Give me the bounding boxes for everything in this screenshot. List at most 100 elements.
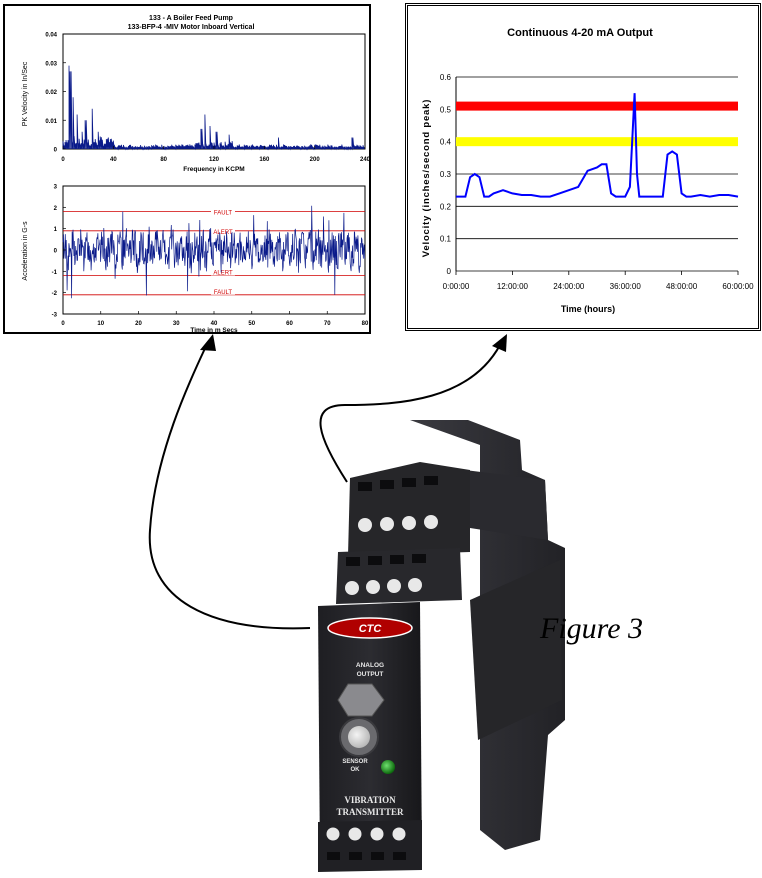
waveform-x-ticks: 0 10 20 30 40 50 60 70 80 <box>61 311 369 327</box>
output-x-tick-label: 0:00:00 <box>443 282 470 291</box>
spectrum-x-tick-label: 40 <box>110 157 117 163</box>
output-y-label: Velocity (inches/second peak) <box>421 99 432 257</box>
spectrum-x-tick-label: 200 <box>310 157 321 163</box>
spectrum-x-label: Frequency in KCPM <box>183 166 244 173</box>
output-y-tick-label: 0.3 <box>440 170 452 179</box>
output-y-tick-label: 0.6 <box>440 73 452 82</box>
left-arrowhead-icon <box>200 334 216 351</box>
waveform-trace <box>62 205 366 299</box>
output-chart-svg: Continuous 4-20 mA Output 00.10.20.30.40… <box>421 27 754 314</box>
waveform-threshold-label: FAULT <box>214 290 233 296</box>
output-y-tick-label: 0.4 <box>440 138 452 147</box>
waveform-x-tick-label: 20 <box>135 321 142 327</box>
spectrum-y-ticks: 0 0.01 0.02 0.03 0.04 <box>45 33 66 154</box>
output-x-label: Time (hours) <box>561 304 615 314</box>
brand-logo <box>327 617 413 639</box>
waveform-y-tick-label: 2 <box>54 206 58 212</box>
waveform-y-tick-label: 0 <box>54 249 58 255</box>
waveform-x-tick-label: 10 <box>97 321 104 327</box>
spectrum-title-line2: 133-BFP-4 -MIV Motor Inboard Vertical <box>128 24 255 31</box>
output-y-ticks: 0 0.1 0.2 0.3 0.4 0.5 0.6 <box>440 73 452 276</box>
output-chart-panel: Continuous 4-20 mA Output 0 0.1 0.2 0.3 0.4 0… <box>405 3 761 331</box>
arrow-to-right-chart <box>319 344 501 483</box>
right-arrowhead-icon <box>492 334 507 352</box>
waveform-y-tick-label: 1 <box>54 227 58 233</box>
sensor-label-1: SENSOR <box>342 759 368 765</box>
top-terminal-screws <box>358 515 438 532</box>
output-y-tick-label: 0 <box>447 267 452 276</box>
waveform-x-tick-label: 60 <box>286 321 293 327</box>
spectrum-title-line1: 133 - A Boiler Feed Pump <box>149 15 233 22</box>
spectrum-x-tick-label: 120 <box>209 157 220 163</box>
spectrum-y-tick-label: 0.03 <box>45 61 57 67</box>
output-x-tick-label: 24:00:00 <box>553 282 585 291</box>
waveform-threshold-label: ALERT <box>213 230 233 236</box>
figure-caption: Figure 3 <box>540 612 644 645</box>
device-side-panel <box>470 560 562 740</box>
top-terminal-block <box>348 462 470 556</box>
analog-output-connector-icon[interactable] <box>348 726 370 748</box>
output-y-tick-label: 0.1 <box>440 235 452 244</box>
waveform-y-tick-label: -1 <box>52 270 58 276</box>
bottom-terminal-screws <box>326 827 406 841</box>
spectrum-x-tick-label: 0 <box>61 157 65 163</box>
output-y-tick-label: 0.5 <box>440 105 452 114</box>
waveform-threshold-label-bg <box>211 208 235 216</box>
waveform-x-tick-label: 70 <box>324 321 331 327</box>
spectrum-x-tick-label: 240 <box>360 157 371 163</box>
output-y-tick-label: 0.2 <box>440 202 452 211</box>
waveform-x-tick-label: 0 <box>61 321 65 327</box>
analog-label-2: OUTPUT <box>357 671 384 678</box>
waveform-threshold-label-bg <box>211 268 235 276</box>
output-x-tick-label: 60:00:00 <box>722 282 754 291</box>
output-reference-band <box>456 137 738 147</box>
waveform-x-tick-label: 80 <box>362 321 369 327</box>
spectrum-x-tick-label: 80 <box>160 157 167 163</box>
arrow-to-left-chart <box>148 341 311 630</box>
sensor-label-2: OK <box>351 767 361 773</box>
spectrum-y-tick-label: 0.01 <box>45 119 57 125</box>
waveform-threshold-label-bg <box>211 227 235 235</box>
spectrum-x-tick-label: 160 <box>259 157 270 163</box>
bottom-terminal-slots <box>327 852 406 860</box>
spectrum-x-ticks: 0 40 80 120 160 200 240 <box>61 146 371 163</box>
waveform-x-tick-label: 30 <box>173 321 180 327</box>
mid-terminal-slots <box>346 554 426 566</box>
output-reference-lines <box>456 101 738 147</box>
waveform-thresholds: FAULT ALERT ALERT FAULT <box>63 208 365 296</box>
output-x-tick-label: 48:00:00 <box>666 282 698 291</box>
output-x-tick-label: 36:00:00 <box>610 282 642 291</box>
analog-label-1: ANALOG <box>356 662 384 669</box>
waveform-y-tick-label: 3 <box>54 185 58 191</box>
waveform-y-label: Acceleration in G-s <box>22 221 29 281</box>
waveform-y-tick-label: -3 <box>52 313 58 319</box>
output-series-line <box>456 93 739 198</box>
waveform-threshold-label: FAULT <box>214 211 233 217</box>
waveform-x-label: Time in m Secs <box>190 327 238 334</box>
waveform-threshold-label: ALERT <box>213 271 233 277</box>
waveform-y-ticks: 3 2 1 0 -1 -2 -3 <box>52 185 66 319</box>
mid-terminal-screws <box>345 578 422 595</box>
output-x-ticks: 0:00:00 12:00:00 24:00:00 36:00:00 48:00:00 6… <box>443 271 754 291</box>
device-name-line-1: VIBRATION <box>344 795 396 805</box>
waveform-x-tick-label: 50 <box>248 321 255 327</box>
sensor-ok-led-icon <box>381 760 395 774</box>
waveform-threshold-label-bg <box>211 287 235 295</box>
brand-logo-text: CTC <box>359 623 383 635</box>
waveform-plot-area: FAULT ALERT ALERT FAULT <box>62 185 366 315</box>
vibration-analysis-svg: 133 - A Boiler Feed Pump 133-BFP-4 -MIV … <box>22 15 371 334</box>
waveform-y-tick-label: -2 <box>52 291 58 297</box>
spectrum-y-tick-label: 0 <box>54 148 58 154</box>
spectrum-y-tick-label: 0.04 <box>45 33 57 39</box>
spectrum-y-tick-label: 0.02 <box>45 90 57 96</box>
output-reference-band <box>456 101 738 111</box>
device-name-line-2: TRANSMITTER <box>336 807 404 817</box>
output-chart-title: Continuous 4-20 mA Output <box>507 27 653 39</box>
vibration-analysis-panel: 133 - A Boiler Feed Pump 133-BFP-4 -MIV … <box>3 4 371 334</box>
spectrum-y-label: PK Velocity in In/Sec <box>22 61 29 126</box>
device-side-rail <box>465 470 548 540</box>
waveform-x-tick-label: 40 <box>211 321 218 327</box>
top-terminal-slots <box>358 476 438 491</box>
bnc-connector-nut <box>337 683 385 717</box>
